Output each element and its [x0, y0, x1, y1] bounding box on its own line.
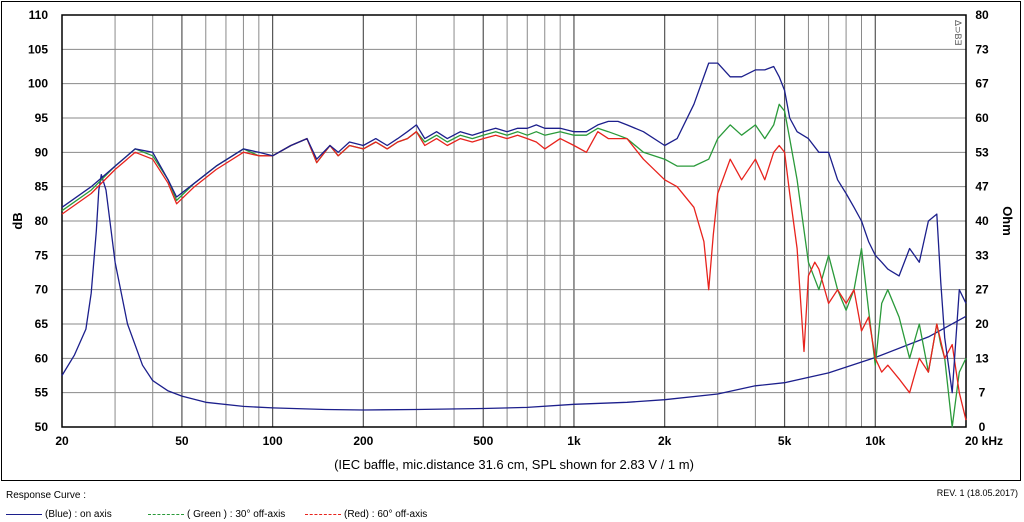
x-tick-label: 500 [473, 434, 493, 448]
legend-swatch-green [148, 513, 184, 515]
y-tick-label: 65 [35, 317, 49, 331]
y2-tick-label: 73 [975, 42, 989, 56]
chart-frame [1, 1, 1021, 481]
x-tick-label: 20 kHz [965, 434, 1003, 448]
legend-label-green: ( Green ) : 30° off-axis [187, 509, 286, 520]
y2-tick-label: 13 [975, 351, 989, 365]
legend-item-green: ( Green ) : 30° off-axis [148, 509, 285, 520]
plot-border [61, 14, 967, 428]
y-tick-label: 60 [35, 351, 49, 365]
y-tick-label: 80 [35, 214, 49, 228]
y2-tick-label: 33 [975, 248, 989, 262]
legend-label-blue: (Blue) : on axis [45, 509, 112, 520]
series-line-impedance [61, 173, 967, 411]
revision-label: REV. 1 (18.05.2017) [936, 488, 1018, 498]
y2-tick-label: 67 [975, 77, 989, 91]
x-tick-label: 20 [55, 434, 69, 448]
y-tick-label: 50 [35, 420, 49, 434]
y2-tick-label: 80 [975, 8, 989, 22]
legend-title: Response Curve : [6, 490, 87, 501]
x-tick-label: 10k [865, 434, 885, 448]
y2-tick-label: 53 [975, 145, 989, 159]
legend-item-red: (Red) : 60° off-axis [305, 509, 427, 520]
y-tick-label: 110 [29, 8, 49, 22]
y2-axis-title: Ohm [1000, 206, 1015, 236]
x-tick-label: 5k [778, 434, 792, 448]
x-tick-label: 50 [175, 434, 189, 448]
y-tick-label: 95 [35, 111, 49, 125]
watermark-label: Δ⊃BƎ [953, 20, 963, 46]
x-tick-label: 200 [353, 434, 373, 448]
chart-caption: (IEC baffle, mic.distance 31.6 cm, SPL s… [334, 457, 694, 472]
y2-tick-label: 0 [979, 420, 986, 434]
y2-tick-label: 7 [979, 386, 986, 400]
y2-tick-label: 20 [975, 317, 989, 331]
y2-tick-label: 40 [975, 214, 989, 228]
legend-item-blue: (Blue) : on axis [6, 509, 112, 520]
y-tick-label: 85 [35, 180, 49, 194]
series-line-blue [61, 62, 967, 394]
legend-swatch-blue [6, 513, 42, 515]
legend-label-red: (Red) : 60° off-axis [344, 509, 428, 520]
frequency-response-chart: 20 50 100 200 500 1k 2k 5k 10k 20 kHz505560657075… [10, 8, 1015, 472]
y-tick-label: 105 [28, 42, 48, 56]
x-tick-label: 2k [658, 434, 672, 448]
legend-swatch-red [305, 513, 341, 515]
y2-tick-label: 27 [975, 283, 989, 297]
x-tick-label: 1k [567, 434, 581, 448]
y-tick-label: 90 [35, 145, 49, 159]
y-axis-title: dB [10, 212, 25, 229]
y2-tick-label: 47 [975, 180, 989, 194]
y-tick-label: 100 [28, 77, 48, 91]
y-tick-label: 55 [35, 386, 49, 400]
y2-tick-label: 60 [975, 111, 989, 125]
x-tick-label: 100 [263, 434, 283, 448]
y-tick-label: 75 [35, 248, 49, 262]
y-tick-label: 70 [35, 283, 49, 297]
series-line-red [61, 131, 967, 421]
